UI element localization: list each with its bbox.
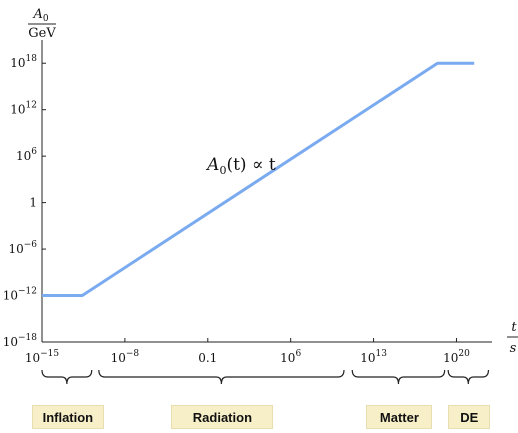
- series-line-0: [42, 61, 475, 297]
- era-label-radiation: Radiation: [171, 405, 274, 429]
- y-tick-label-5: 10−12: [3, 287, 37, 303]
- x-tick-label-5: 1020: [443, 349, 470, 365]
- y-axis-label-numerator: A0: [32, 7, 48, 24]
- x-tick-label-4: 1013: [360, 349, 387, 365]
- era-label-inflation: Inflation: [31, 405, 104, 429]
- y-tick-label-0: 1018: [10, 54, 37, 70]
- series: A0(t) ∝ t: [42, 61, 475, 297]
- y-tick-label-2: 106: [16, 147, 37, 163]
- y-tick-label-1: 1012: [10, 101, 37, 117]
- era-brace-radiation: [98, 369, 345, 385]
- x-tick-label-3: 106: [280, 349, 301, 365]
- era-label-de: DE: [448, 405, 491, 429]
- era-braces: [41, 369, 490, 385]
- y-tick-label-4: 10−6: [8, 240, 37, 256]
- x-axis-label-denominator: s: [510, 341, 517, 356]
- era-brace-de: [447, 369, 490, 385]
- axes: [41, 40, 492, 343]
- y-tick-label-3: 1: [29, 196, 37, 210]
- y-tick-label-6: 10−18: [3, 333, 38, 349]
- y-axis-label-denominator: GeV: [28, 26, 56, 41]
- annotation-label: A0(t) ∝ t: [205, 155, 276, 177]
- x-tick-label-0: 10−15: [25, 349, 60, 365]
- x-tick-label-2: 0.1: [198, 351, 217, 365]
- era-label-matter: Matter: [366, 405, 433, 429]
- era-brace-inflation: [41, 369, 93, 385]
- axis-labels: A0 GeV ts: [28, 7, 518, 356]
- x-axis-label-numerator: t: [511, 320, 517, 335]
- x-tick-label-1: 10−8: [111, 349, 140, 365]
- era-brace-matter: [351, 369, 446, 385]
